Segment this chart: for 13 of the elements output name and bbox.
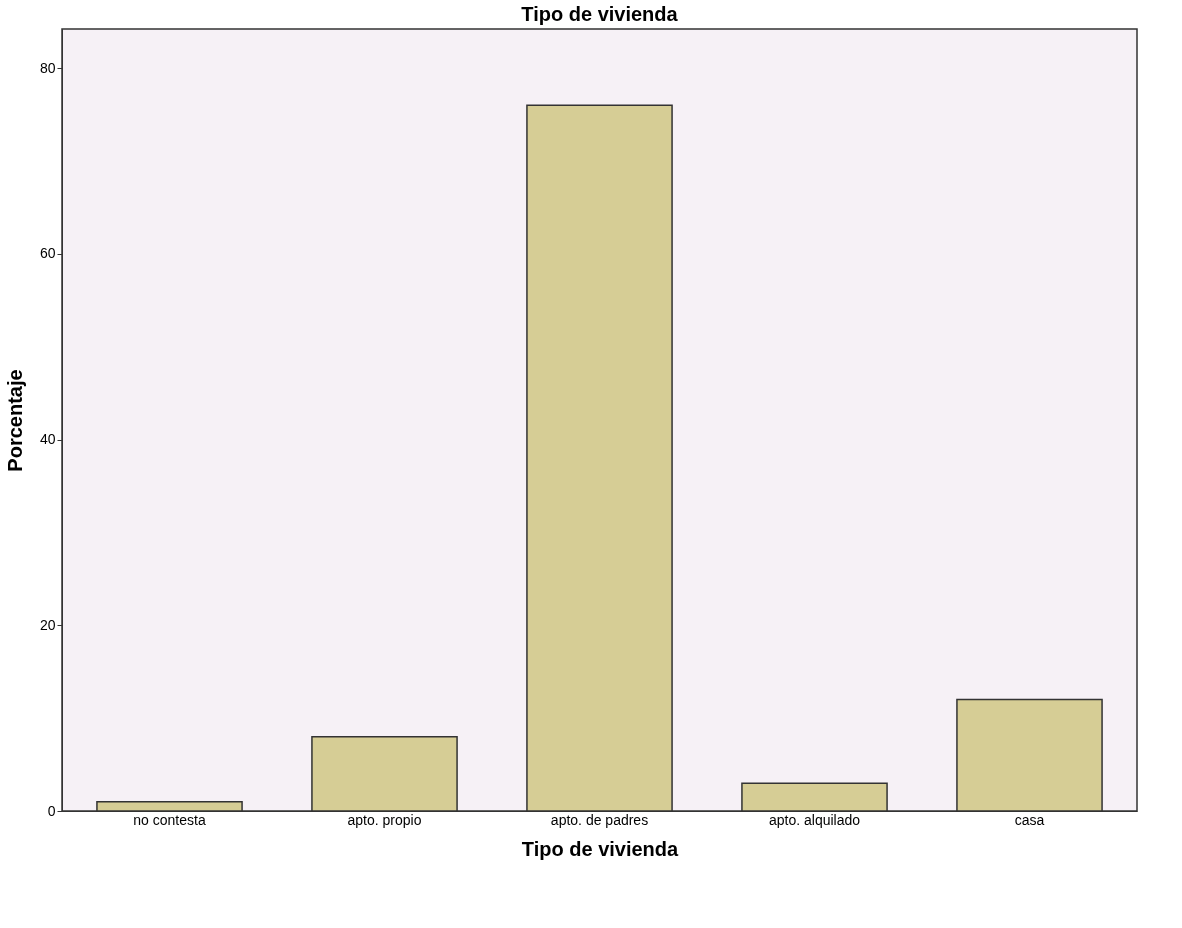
x-tick-label: casa bbox=[1014, 811, 1045, 828]
x-tick-label: apto. de padres bbox=[550, 811, 649, 828]
x-tick-label: apto. alquilado bbox=[768, 811, 861, 828]
x-tick-label: apto. propio bbox=[347, 811, 422, 828]
chart-title: Tipo de vivienda bbox=[521, 3, 679, 25]
y-axis-title: Porcentaje bbox=[3, 369, 26, 472]
y-tick-label: 20 bbox=[39, 616, 56, 633]
y-tick-label: 80 bbox=[39, 59, 56, 76]
x-tick-label: no contesta bbox=[133, 811, 206, 828]
y-tick-label: 0 bbox=[47, 802, 56, 819]
y-tick-label: 40 bbox=[39, 431, 56, 447]
y-tick-label: 60 bbox=[39, 245, 56, 262]
x-axis-title: Tipo de vivienda bbox=[521, 837, 680, 860]
